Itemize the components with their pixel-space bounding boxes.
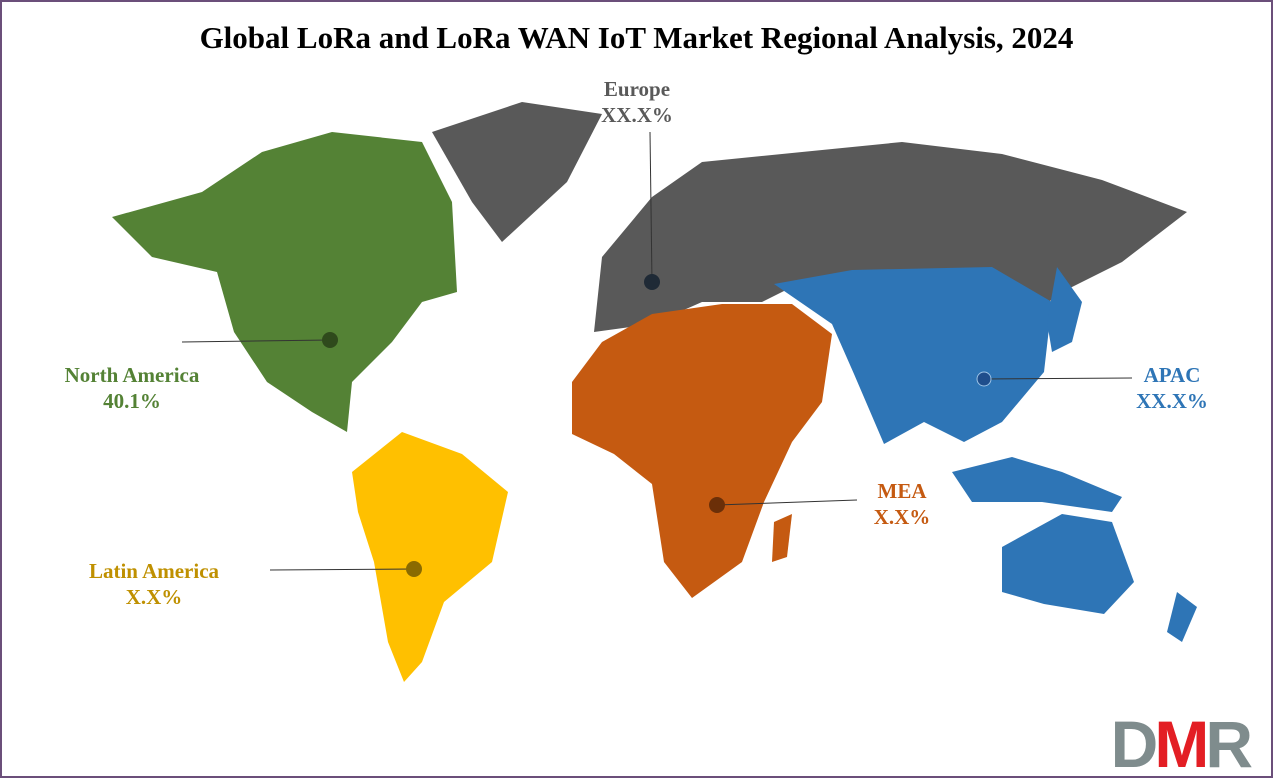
region-value: XX.X% xyxy=(1136,389,1208,413)
region-name: Europe xyxy=(603,77,671,101)
region-europe xyxy=(432,102,1187,332)
label-latin-america: Latin America X.X% xyxy=(54,558,254,610)
region-mea xyxy=(572,304,832,598)
page-title: Global LoRa and LoRa WAN IoT Market Regi… xyxy=(199,20,1074,55)
region-name: Latin America xyxy=(88,559,220,583)
leader-lines xyxy=(181,131,1133,571)
label-europe: Europe XX.X% xyxy=(557,76,717,128)
label-north-america: North America 40.1% xyxy=(32,362,232,414)
marker-apac[interactable] xyxy=(976,371,992,387)
marker-north-america[interactable] xyxy=(322,332,338,348)
dmr-logo: DMR xyxy=(1110,707,1253,778)
region-name: North America xyxy=(64,363,200,387)
marker-latin-america[interactable] xyxy=(406,561,422,577)
marker-mea[interactable] xyxy=(709,497,725,513)
region-apac xyxy=(774,267,1197,642)
region-value: X.X% xyxy=(873,505,931,529)
label-apac: APAC XX.X% xyxy=(1112,362,1232,414)
region-value: X.X% xyxy=(125,585,183,609)
region-latin-america xyxy=(352,432,508,682)
region-north-america xyxy=(112,132,457,432)
region-value: XX.X% xyxy=(601,103,673,127)
marker-europe[interactable] xyxy=(644,274,660,290)
label-mea: MEA X.X% xyxy=(842,478,962,530)
region-value: 40.1% xyxy=(103,389,161,413)
region-name: MEA xyxy=(877,479,927,503)
region-name: APAC xyxy=(1143,363,1201,387)
